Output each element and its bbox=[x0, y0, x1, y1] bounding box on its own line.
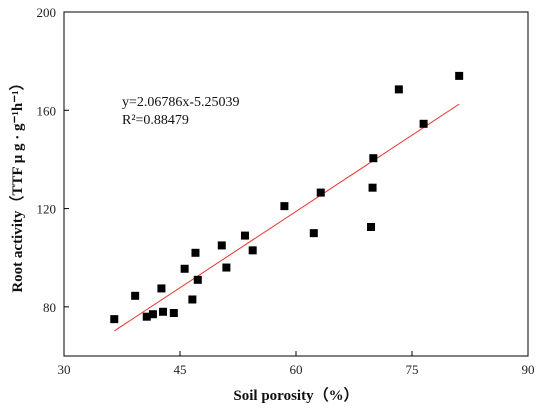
y-axis-ticks: 80 120 160 200 bbox=[37, 5, 69, 315]
y-axis-title: Root activity（TTF μ g · g⁻¹h⁻¹） bbox=[8, 75, 26, 292]
data-point bbox=[369, 154, 378, 163]
data-point bbox=[169, 309, 178, 317]
y-tick-label: 120 bbox=[37, 202, 57, 217]
x-tick-label: 45 bbox=[174, 362, 187, 377]
data-point bbox=[309, 229, 318, 238]
data-point bbox=[368, 183, 377, 192]
r-squared-label: R²=0.88479 bbox=[122, 113, 189, 128]
data-point bbox=[248, 246, 257, 255]
y-tick-label: 160 bbox=[37, 103, 57, 118]
data-point bbox=[142, 312, 151, 321]
x-axis-ticks: 30 45 60 75 90 bbox=[58, 351, 535, 377]
data-point bbox=[240, 231, 249, 240]
data-point bbox=[419, 119, 428, 128]
data-point bbox=[217, 241, 226, 250]
x-axis-title: Soil porosity（%） bbox=[233, 386, 358, 404]
x-tick-label: 90 bbox=[522, 362, 535, 377]
data-points bbox=[110, 71, 464, 324]
data-point bbox=[367, 223, 376, 231]
data-point bbox=[191, 248, 200, 257]
data-point bbox=[188, 295, 197, 304]
y-tick-label: 200 bbox=[37, 5, 57, 20]
x-tick-label: 30 bbox=[58, 362, 71, 377]
data-point bbox=[110, 315, 119, 324]
data-point bbox=[280, 202, 289, 211]
data-point bbox=[158, 307, 167, 316]
regression-line bbox=[113, 103, 460, 332]
data-point bbox=[316, 188, 325, 197]
data-point bbox=[222, 263, 231, 272]
plot-area bbox=[63, 11, 529, 357]
data-point bbox=[394, 85, 403, 94]
data-point bbox=[180, 264, 189, 273]
data-point bbox=[157, 284, 166, 293]
regression-equation: y=2.06786x-5.25039 bbox=[122, 95, 240, 110]
x-tick-label: 75 bbox=[406, 362, 419, 377]
x-tick-label: 60 bbox=[290, 362, 303, 377]
plot-frame bbox=[63, 11, 529, 357]
y-tick-label: 80 bbox=[43, 300, 56, 315]
data-point bbox=[148, 310, 157, 319]
data-point bbox=[131, 291, 140, 300]
data-point bbox=[193, 275, 202, 284]
data-point bbox=[455, 71, 464, 80]
